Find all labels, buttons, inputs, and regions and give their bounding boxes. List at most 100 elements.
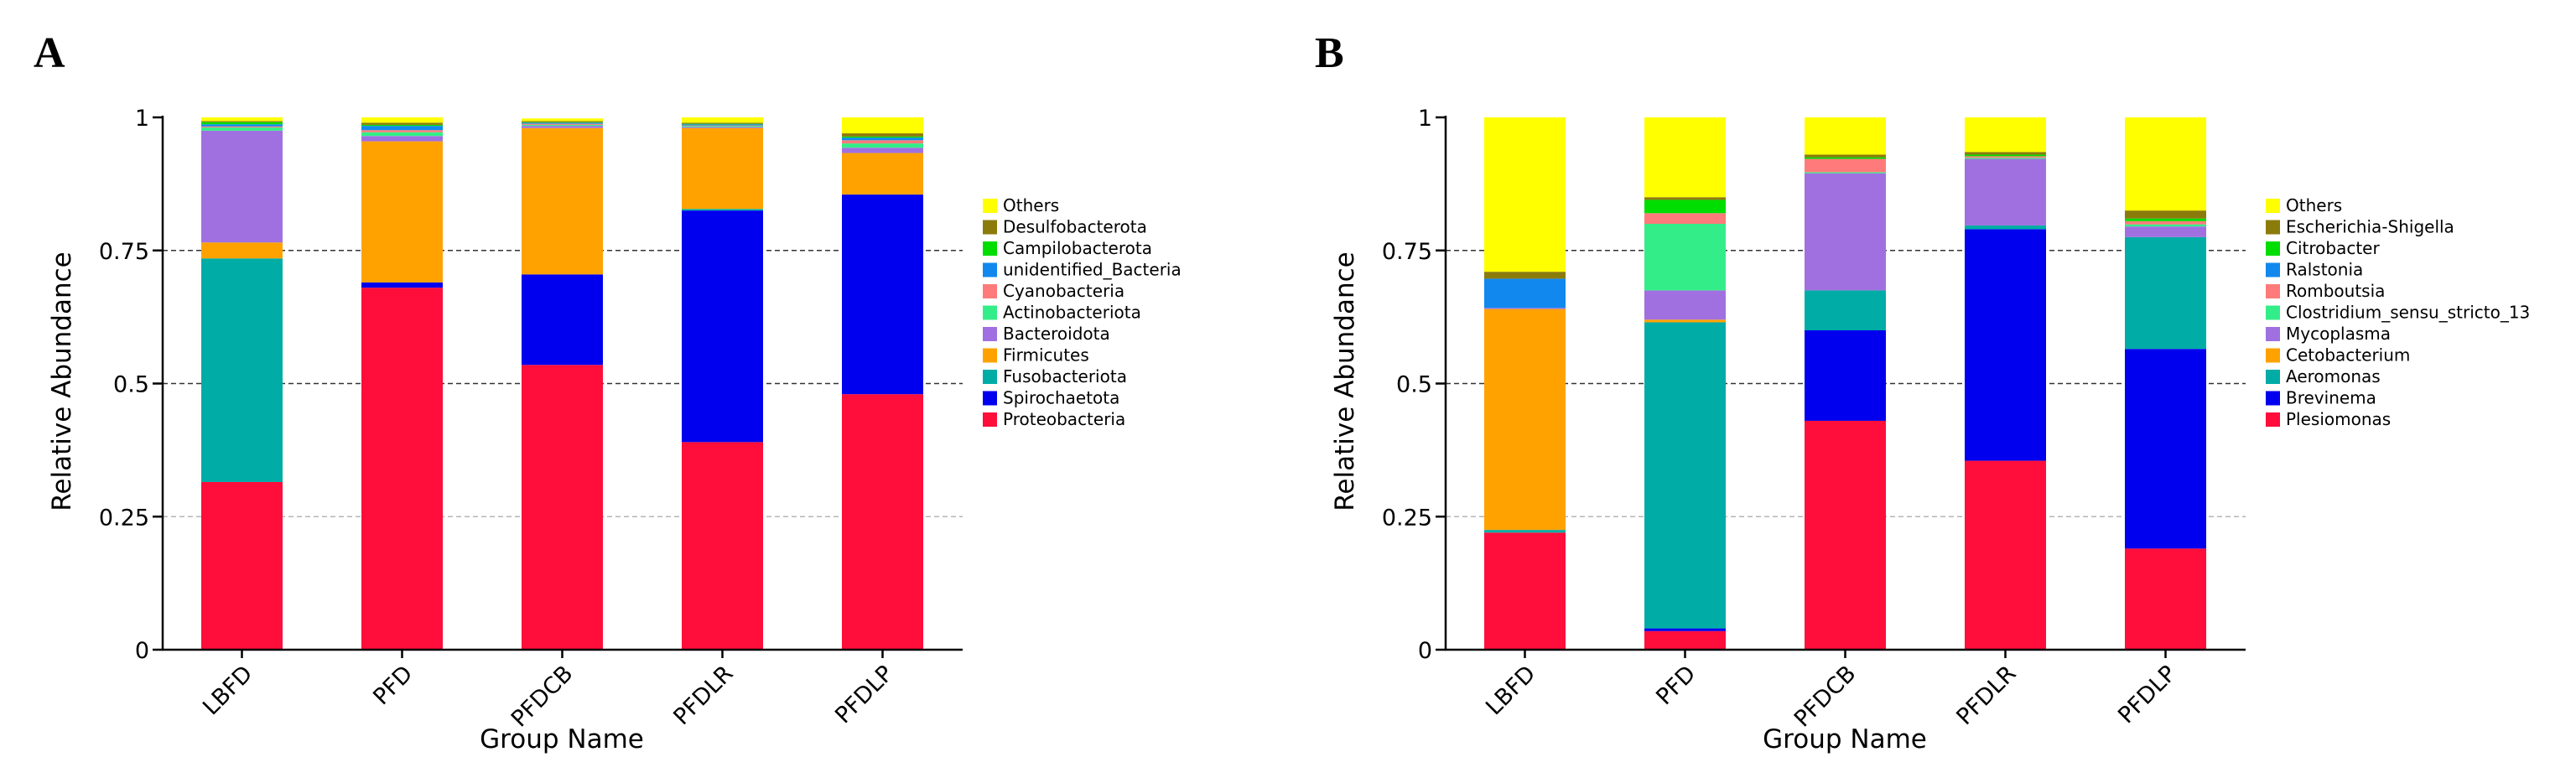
bar-segment-aeromonas: [1644, 322, 1726, 629]
bar-segment-brevinema: [1805, 330, 1886, 421]
legend-swatch: [2266, 327, 2280, 341]
bar-segment-cyanobacteria: [522, 123, 603, 125]
x-tick-label-pfdcb: PFDCB: [506, 661, 579, 733]
bars-a: [201, 117, 923, 650]
bar-segment-mycoplasma: [1805, 173, 1886, 291]
legend-label: Proteobacteria: [1003, 409, 1125, 429]
y-ticks-b: 0 0.25 0.5 0.75 1: [1382, 106, 1446, 664]
bar-segment-citrobacter: [1965, 154, 2046, 157]
legend-label: Cyanobacteria: [1003, 281, 1124, 301]
bar-segment-escherichia-shigella: [1644, 197, 1726, 200]
bar-segment-actinobacteriota: [682, 126, 763, 127]
bar-segment-firmicutes: [522, 127, 603, 275]
legend-label: Desulfobacterota: [1003, 217, 1147, 237]
bar-segment-firmicutes: [842, 153, 923, 195]
bar-segment-unidentified-bacteria: [361, 126, 443, 131]
legend-label: Bacteroidota: [1003, 324, 1110, 344]
bar-segment-spirochaetota: [682, 210, 763, 443]
bar-segment-campilobacterota: [682, 123, 763, 125]
bar-segment-others: [522, 118, 603, 122]
bar-segment-desulfobacterota: [682, 122, 763, 124]
bar-segment-romboutsia: [1965, 156, 2046, 158]
legend-label: Plesiomonas: [2286, 409, 2391, 429]
legend-swatch: [983, 284, 997, 298]
bar-segment-proteobacteria: [361, 288, 443, 650]
legend-label: Firmicutes: [1003, 345, 1089, 366]
bar-segment-mycoplasma: [1484, 308, 1566, 309]
legend-swatch: [983, 412, 997, 427]
legend-swatch: [2266, 305, 2280, 320]
legend-swatch: [2266, 241, 2280, 256]
bar-segment-unidentified-bacteria: [201, 124, 283, 127]
x-axis-title-b: Group Name: [1763, 724, 1927, 754]
bar-segment-romboutsia: [1805, 158, 1886, 173]
x-ticks-b: LBFD PFD PFDCB PFDLR PFDLP: [1481, 650, 2181, 733]
bar-segment-plesiomonas: [1965, 460, 2046, 650]
gridlines-a: [163, 249, 963, 518]
bar-segment-fusobacteriota: [682, 209, 763, 211]
bar-segment-actinobacteriota: [361, 132, 443, 137]
bar-segment-others: [1965, 117, 2046, 153]
y-tick-label: 0.25: [1382, 505, 1432, 531]
y-axis-title-b: Relative Abundance: [1330, 251, 1360, 511]
legend-label: Actinobacteriota: [1003, 303, 1141, 323]
legend-a: OthersDesulfobacterotaCampilobacterotaun…: [983, 195, 1182, 429]
legend-swatch: [2266, 262, 2280, 277]
bar-segment-unidentified-bacteria: [842, 137, 923, 141]
legend-swatch: [2266, 412, 2280, 427]
bar-segment-others: [201, 117, 283, 122]
bar-segment-brevinema: [1644, 628, 1726, 631]
legend-label: Brevinema: [2286, 388, 2376, 408]
bar-segment-others: [2125, 117, 2206, 211]
x-axis-title-a: Group Name: [480, 724, 644, 754]
bar-segment-plesiomonas: [1644, 630, 1726, 650]
bar-segment-aeromonas: [1805, 290, 1886, 330]
bar-segment-unidentified-bacteria: [682, 124, 763, 126]
bar-segment-bacteroidota: [842, 148, 923, 153]
x-ticks-a: LBFD PFD PFDCB PFDLR PFDLP: [198, 650, 898, 733]
legend-label: Others: [1003, 195, 1059, 215]
bar-segment-actinobacteriota: [201, 127, 283, 131]
bar-segment-desulfobacterota: [842, 133, 923, 137]
y-ticks-a: 0 0.25 0.5 0.75 1: [99, 106, 163, 664]
x-tick-label-pfd: PFD: [368, 661, 418, 710]
bar-segment-others: [1805, 117, 1886, 155]
bar-segment-desulfobacterota: [361, 122, 443, 125]
legend-b: OthersEscherichia-ShigellaCitrobacterRal…: [2266, 195, 2530, 429]
bar-segment-spirochaetota: [842, 194, 923, 395]
legend-swatch: [983, 348, 997, 363]
bar-segment-firmicutes: [201, 242, 283, 259]
y-tick-label: 0.5: [113, 372, 149, 398]
bar-segment-plesiomonas: [1484, 532, 1566, 650]
y-tick-label: 0.25: [99, 505, 149, 531]
bar-segment-others: [1484, 117, 1566, 272]
bar-segment-cyanobacteria: [361, 130, 443, 132]
bar-segment-aeromonas: [1484, 530, 1566, 533]
bar-segment-plesiomonas: [1805, 420, 1886, 650]
legend-swatch: [2266, 199, 2280, 213]
bar-segment-citrobacter: [2125, 218, 2206, 221]
bar-segment-firmicutes: [361, 141, 443, 283]
bar-segment-firmicutes: [682, 127, 763, 210]
legend-swatch: [983, 199, 997, 213]
bar-segment-plesiomonas: [2125, 548, 2206, 650]
legend-label: Cetobacterium: [2286, 345, 2410, 366]
legend-swatch: [983, 262, 997, 277]
bar-segment-desulfobacterota: [522, 121, 603, 122]
panel-label-b: B: [1315, 29, 1344, 77]
bar-segment-campilobacterota: [201, 122, 283, 125]
y-tick-label: 0.75: [1382, 239, 1432, 265]
legend-label: Mycoplasma: [2286, 324, 2391, 344]
legend-label: Others: [2286, 195, 2342, 215]
bar-segment-others: [842, 117, 923, 134]
legend-swatch: [983, 370, 997, 384]
bar-segment-brevinema: [2125, 349, 2206, 549]
bar-segment-proteobacteria: [842, 394, 923, 650]
legend-label: Citrobacter: [2286, 238, 2380, 258]
legend-swatch: [2266, 370, 2280, 384]
bar-segment-bacteroidota: [201, 130, 283, 243]
bar-segment-others: [361, 117, 443, 123]
bar-segment-desulfobacterota: [201, 121, 283, 122]
x-tick-label-pfdcb: PFDCB: [1789, 661, 1862, 733]
bar-segment-others: [1644, 117, 1726, 198]
